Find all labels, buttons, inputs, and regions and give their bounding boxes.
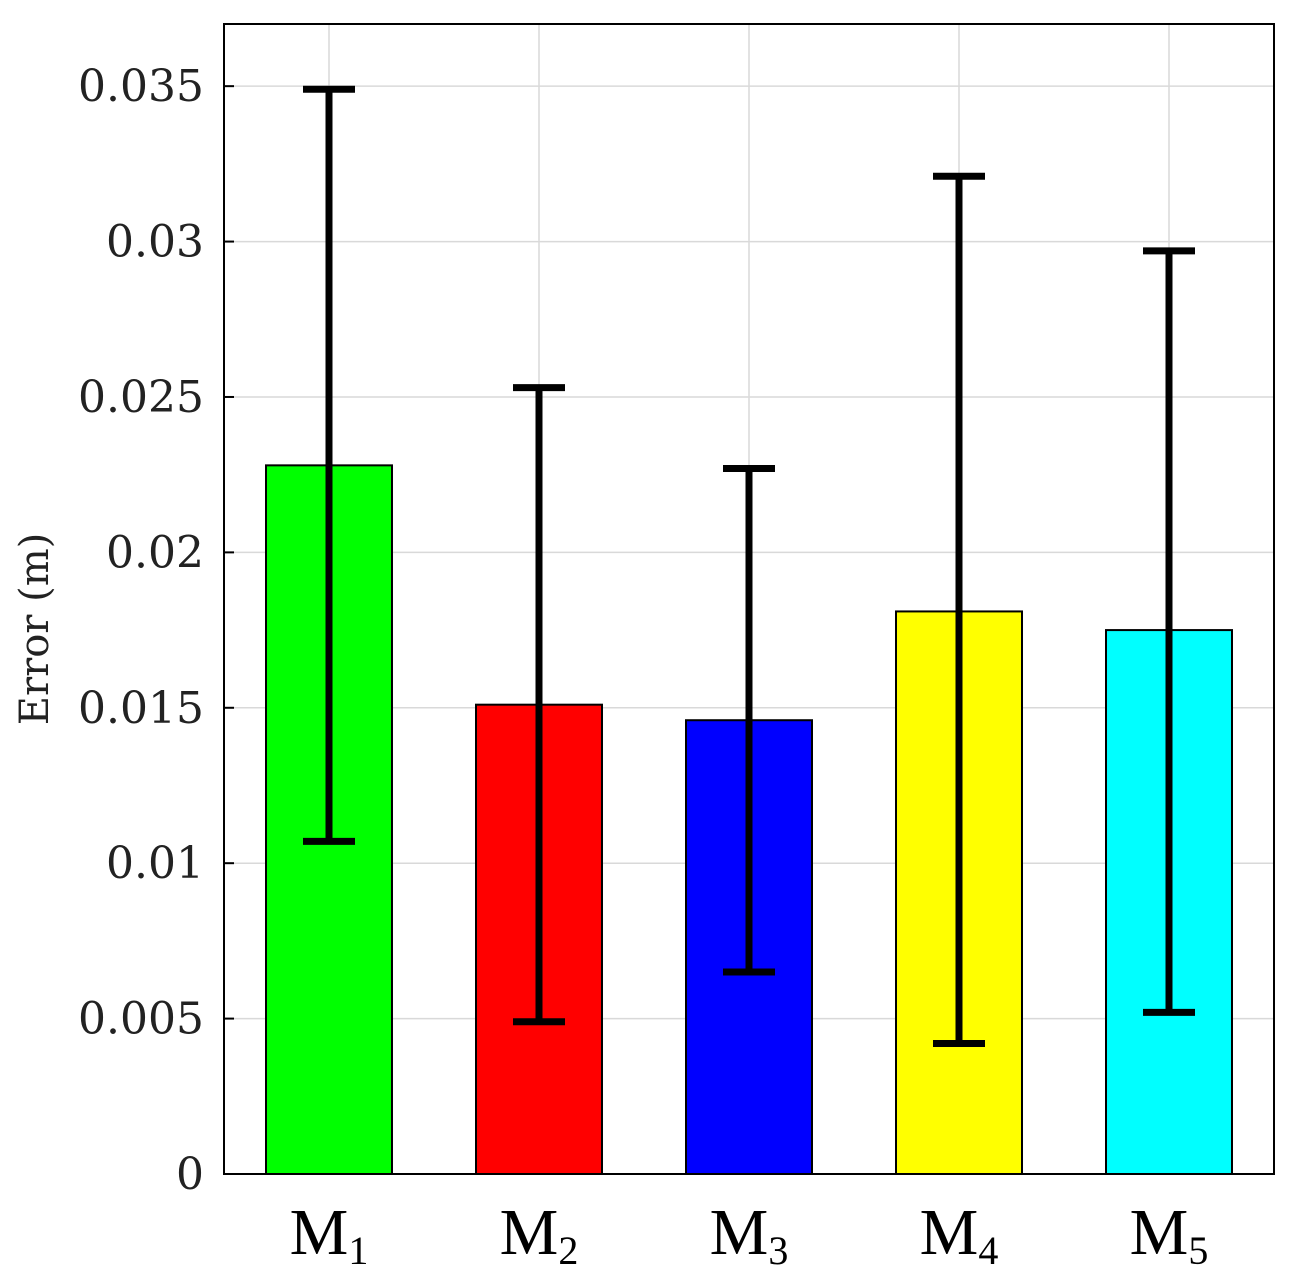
x-tick-label-subscript: 1 <box>348 1228 368 1273</box>
error-bar-1 <box>303 85 355 845</box>
x-tick-label-3: M3 <box>710 1196 789 1273</box>
x-tick-label-base: M <box>920 1196 979 1269</box>
error-bar-5 <box>1143 247 1195 1016</box>
y-tick-label: 0.03 <box>106 217 204 268</box>
y-axis-label: Error (m) <box>12 533 58 726</box>
x-tick-label-subscript: 5 <box>1188 1228 1208 1273</box>
plot-frame <box>223 23 1275 1175</box>
x-tick-label-subscript: 4 <box>978 1228 998 1273</box>
y-tick-label: 0.015 <box>78 683 204 734</box>
x-tick-label-4: M4 <box>920 1196 999 1273</box>
y-tick-label: 0.005 <box>78 994 204 1045</box>
y-tick-label: 0.01 <box>106 838 204 889</box>
x-tick-label-2: M2 <box>500 1196 579 1273</box>
y-tick-label: 0.035 <box>78 61 204 112</box>
x-tick-label-base: M <box>500 1196 559 1269</box>
y-tick-label: 0.02 <box>106 527 204 578</box>
x-tick-label-base: M <box>290 1196 349 1269</box>
y-tick-label: 0 <box>176 1149 204 1200</box>
error-bars <box>303 85 1195 1047</box>
x-tick-labels: M1 M2 M3 M4 M5 <box>290 1196 1209 1273</box>
error-bar-4 <box>933 172 985 1047</box>
x-tick-label-5: M5 <box>1130 1196 1209 1273</box>
y-tick-label: 0.025 <box>78 372 204 423</box>
error-bar-3 <box>723 464 775 976</box>
x-tick-label-base: M <box>710 1196 769 1269</box>
x-tick-label-1: M1 <box>290 1196 369 1273</box>
x-tick-label-base: M <box>1130 1196 1189 1269</box>
x-tick-label-subscript: 2 <box>558 1228 578 1273</box>
x-tick-label-subscript: 3 <box>768 1228 788 1273</box>
y-tick-labels: 0 0.005 0.01 0.015 0.02 0.025 0.03 0.035 <box>78 61 204 1200</box>
error-bar-2 <box>513 384 565 1026</box>
